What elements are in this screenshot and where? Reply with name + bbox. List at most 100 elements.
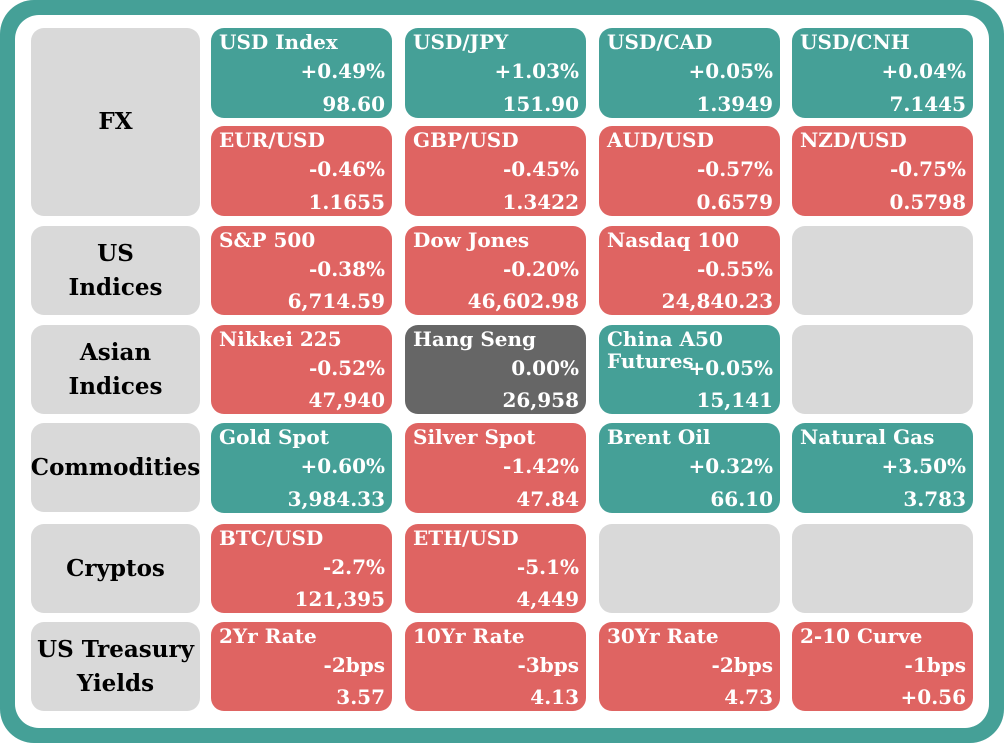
- tile-value: 4.73: [724, 685, 773, 709]
- tile-usd-jpy[interactable]: USD/JPY +1.03% 151.90: [405, 28, 586, 118]
- tile-nzd-usd[interactable]: NZD/USD -0.75% 0.5798: [792, 126, 973, 216]
- tile-silver-spot[interactable]: Silver Spot -1.42% 47.84: [405, 423, 586, 513]
- tile-10yr-rate[interactable]: 10Yr Rate -3bps 4.13: [405, 622, 586, 711]
- tile-natural-gas[interactable]: Natural Gas +3.50% 3.783: [792, 423, 973, 513]
- tile-name: 30Yr Rate: [607, 624, 719, 648]
- tile-value: 151.90: [502, 92, 579, 116]
- tile-usd-cnh[interactable]: USD/CNH +0.04% 7.1445: [792, 28, 973, 118]
- tile-name: Natural Gas: [800, 425, 935, 449]
- tile-change: +0.05%: [688, 356, 773, 380]
- tile-change: -0.45%: [502, 157, 579, 181]
- tile-value: +0.56: [900, 685, 966, 709]
- tile-change: +3.50%: [881, 454, 966, 478]
- tile-value: 7.1445: [889, 92, 966, 116]
- tile-value: 3,984.33: [287, 487, 385, 511]
- tile-name: USD/JPY: [413, 30, 509, 54]
- tile-name: Nikkei 225: [219, 327, 342, 351]
- category-asian-indices: Asian Indices: [31, 325, 200, 414]
- category-treasury-yields: US Treasury Yields: [31, 622, 200, 711]
- tile-empty: [792, 524, 973, 613]
- tile-value: 98.60: [322, 92, 385, 116]
- tile-name: S&P 500: [219, 228, 316, 252]
- tile-value: 4,449: [516, 587, 579, 611]
- tile-gbp-usd[interactable]: GBP/USD -0.45% 1.3422: [405, 126, 586, 216]
- tile-btc-usd[interactable]: BTC/USD -2.7% 121,395: [211, 524, 392, 613]
- tile-change: -2bps: [711, 653, 773, 677]
- tile-name: 2-10 Curve: [800, 624, 923, 648]
- tile-change: -1.42%: [502, 454, 579, 478]
- tile-name: Hang Seng: [413, 327, 537, 351]
- tile-brent-oil[interactable]: Brent Oil +0.32% 66.10: [599, 423, 780, 513]
- tile-nikkei-225[interactable]: Nikkei 225 -0.52% 47,940: [211, 325, 392, 414]
- tile-sp500[interactable]: S&P 500 -0.38% 6,714.59: [211, 226, 392, 315]
- tile-change: +0.60%: [300, 454, 385, 478]
- tile-change: -5.1%: [516, 555, 579, 579]
- tile-2yr-rate[interactable]: 2Yr Rate -2bps 3.57: [211, 622, 392, 711]
- tile-value: 26,958: [502, 388, 579, 412]
- tile-name: BTC/USD: [219, 526, 324, 550]
- tile-name: AUD/USD: [607, 128, 714, 152]
- tile-value: 3.57: [336, 685, 385, 709]
- tile-value: 3.783: [903, 487, 966, 511]
- tile-change: -0.46%: [308, 157, 385, 181]
- tile-name: EUR/USD: [219, 128, 325, 152]
- tile-dow-jones[interactable]: Dow Jones -0.20% 46,602.98: [405, 226, 586, 315]
- tile-china-a50[interactable]: China A50 Futures +0.05% 15,141: [599, 325, 780, 414]
- tile-change: -3bps: [517, 653, 579, 677]
- category-commodities: Commodities: [31, 423, 200, 512]
- tile-name: Dow Jones: [413, 228, 530, 252]
- tile-name: 2Yr Rate: [219, 624, 317, 648]
- tile-name: USD/CNH: [800, 30, 910, 54]
- tile-change: -2bps: [323, 653, 385, 677]
- tile-value: 47,940: [308, 388, 385, 412]
- tile-value: 121,395: [294, 587, 385, 611]
- tile-eur-usd[interactable]: EUR/USD -0.46% 1.1655: [211, 126, 392, 216]
- tile-name: USD/CAD: [607, 30, 713, 54]
- tile-usd-index[interactable]: USD Index +0.49% 98.60: [211, 28, 392, 118]
- tile-change: -0.55%: [696, 257, 773, 281]
- tile-change: -0.20%: [502, 257, 579, 281]
- tile-value: 6,714.59: [287, 289, 385, 313]
- tile-change: -0.38%: [308, 257, 385, 281]
- tile-value: 0.6579: [696, 190, 773, 214]
- tile-value: 46,602.98: [467, 289, 579, 313]
- tile-change: -0.52%: [308, 356, 385, 380]
- dashboard-panel: FX US Indices Asian Indices Commodities …: [15, 15, 989, 728]
- tile-empty: [599, 524, 780, 613]
- tile-name: ETH/USD: [413, 526, 519, 550]
- tile-name: Brent Oil: [607, 425, 711, 449]
- tile-nasdaq-100[interactable]: Nasdaq 100 -0.55% 24,840.23: [599, 226, 780, 315]
- tile-name: NZD/USD: [800, 128, 907, 152]
- tile-value: 1.3422: [502, 190, 579, 214]
- tile-change: -0.75%: [889, 157, 966, 181]
- tile-name: 10Yr Rate: [413, 624, 525, 648]
- tile-eth-usd[interactable]: ETH/USD -5.1% 4,449: [405, 524, 586, 613]
- tile-value: 47.84: [516, 487, 579, 511]
- category-fx: FX: [31, 28, 200, 216]
- tile-name: China A50 Futures: [607, 327, 723, 373]
- tile-empty: [792, 226, 973, 315]
- category-cryptos: Cryptos: [31, 524, 200, 613]
- tile-30yr-rate[interactable]: 30Yr Rate -2bps 4.73: [599, 622, 780, 711]
- tile-change: -0.57%: [696, 157, 773, 181]
- tile-usd-cad[interactable]: USD/CAD +0.05% 1.3949: [599, 28, 780, 118]
- tile-change: +0.32%: [688, 454, 773, 478]
- tile-name: Nasdaq 100: [607, 228, 740, 252]
- tile-value: 1.1655: [308, 190, 385, 214]
- tile-change: +0.05%: [688, 59, 773, 83]
- tile-value: 0.5798: [889, 190, 966, 214]
- tile-change: +0.04%: [881, 59, 966, 83]
- tile-change: +1.03%: [494, 59, 579, 83]
- tile-change: -2.7%: [322, 555, 385, 579]
- tile-value: 66.10: [710, 487, 773, 511]
- tile-value: 24,840.23: [661, 289, 773, 313]
- tile-gold-spot[interactable]: Gold Spot +0.60% 3,984.33: [211, 423, 392, 513]
- tile-value: 1.3949: [696, 92, 773, 116]
- tile-aud-usd[interactable]: AUD/USD -0.57% 0.6579: [599, 126, 780, 216]
- tile-change: +0.49%: [300, 59, 385, 83]
- tile-name: USD Index: [219, 30, 338, 54]
- tile-change: 0.00%: [511, 356, 579, 380]
- tile-hang-seng[interactable]: Hang Seng 0.00% 26,958: [405, 325, 586, 414]
- tile-2-10-curve[interactable]: 2-10 Curve -1bps +0.56: [792, 622, 973, 711]
